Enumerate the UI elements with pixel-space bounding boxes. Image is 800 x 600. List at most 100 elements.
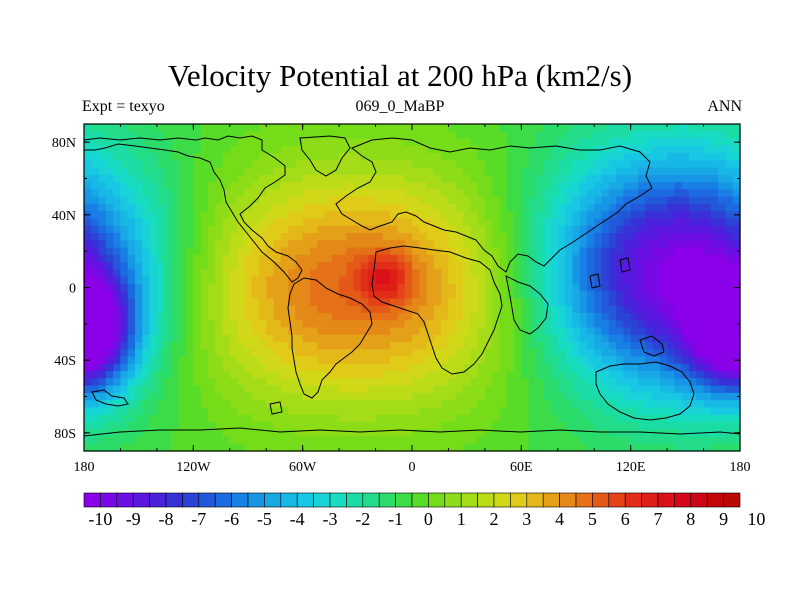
field-cell	[135, 233, 143, 241]
field-cell	[244, 145, 253, 154]
field-cell	[171, 160, 180, 169]
field-cell	[404, 320, 413, 329]
field-cell	[419, 400, 428, 408]
field-cell	[207, 196, 216, 205]
field-cell	[470, 182, 479, 190]
field-cell	[652, 240, 661, 249]
field-cell	[652, 124, 661, 132]
field-cell	[703, 334, 712, 343]
field-cell	[499, 254, 508, 263]
field-cell	[594, 203, 603, 212]
field-cell	[258, 138, 267, 147]
field-cell	[412, 443, 420, 452]
field-cell	[390, 276, 399, 285]
field-cell	[499, 334, 508, 343]
field-cell	[514, 276, 522, 285]
field-cell	[412, 233, 420, 241]
field-cell	[346, 356, 355, 365]
field-cell	[258, 203, 267, 212]
field-cell	[193, 160, 202, 169]
field-cell	[98, 407, 107, 416]
field-cell	[404, 334, 413, 343]
field-cell	[426, 182, 435, 190]
field-cell	[266, 356, 275, 365]
field-cell	[91, 349, 100, 358]
field-cell	[113, 182, 122, 190]
field-cell	[594, 189, 603, 198]
field-cell	[499, 276, 508, 285]
field-cell	[703, 240, 712, 249]
field-cell	[616, 218, 624, 227]
field-cell	[506, 291, 515, 299]
field-cell	[266, 342, 275, 350]
field-cell	[412, 356, 420, 365]
field-cell	[397, 342, 406, 350]
field-cell	[215, 378, 224, 387]
field-cell	[637, 378, 646, 387]
field-cell	[113, 225, 122, 234]
field-cell	[193, 225, 202, 234]
field-cell	[222, 196, 231, 205]
field-cell	[528, 182, 537, 190]
field-cell	[477, 436, 486, 445]
field-cell	[171, 342, 180, 350]
field-cell	[718, 196, 727, 205]
field-cell	[492, 312, 501, 321]
field-cell	[696, 378, 705, 387]
field-cell	[688, 131, 697, 140]
field-cell	[412, 371, 420, 379]
field-cell	[120, 291, 129, 299]
field-cell	[135, 429, 143, 438]
field-cell	[448, 342, 457, 350]
field-cell	[528, 225, 537, 234]
field-cell	[572, 138, 581, 147]
field-cell	[91, 429, 100, 438]
field-cell	[608, 240, 617, 249]
colorbar-swatch	[329, 492, 347, 508]
field-cell	[696, 225, 705, 234]
field-cell	[608, 203, 617, 212]
field-cell	[346, 400, 355, 408]
field-cell	[397, 414, 406, 423]
field-cell	[470, 429, 479, 438]
field-cell	[120, 262, 129, 270]
field-cell	[725, 407, 734, 416]
field-cell	[222, 254, 231, 263]
field-cell	[499, 371, 508, 379]
field-cell	[448, 349, 457, 358]
field-cell	[412, 262, 420, 270]
field-cell	[135, 269, 143, 278]
field-cell	[207, 131, 216, 140]
field-cell	[295, 218, 304, 227]
field-cell	[135, 124, 143, 132]
field-cell	[484, 211, 493, 220]
field-cell	[492, 385, 501, 394]
field-cell	[273, 283, 282, 292]
field-cell	[506, 363, 515, 372]
field-cell	[674, 247, 683, 256]
field-cell	[164, 189, 173, 198]
field-cell	[331, 385, 340, 394]
field-cell	[397, 233, 406, 241]
field-cell	[514, 400, 522, 408]
field-cell	[630, 240, 639, 249]
field-cell	[477, 421, 486, 430]
field-cell	[215, 305, 224, 314]
field-cell	[521, 298, 530, 307]
field-cell	[215, 407, 224, 416]
field-cell	[674, 211, 683, 220]
field-cell	[688, 327, 697, 336]
field-cell	[616, 407, 624, 416]
field-cell	[237, 189, 245, 198]
field-cell	[681, 131, 690, 140]
field-cell	[258, 349, 267, 358]
field-cell	[120, 414, 129, 423]
field-cell	[273, 356, 282, 365]
field-cell	[91, 414, 100, 423]
field-cell	[718, 247, 727, 256]
field-cell	[455, 421, 464, 430]
field-cell	[222, 283, 231, 292]
field-cell	[149, 371, 158, 379]
field-cell	[149, 153, 158, 161]
field-cell	[448, 218, 457, 227]
